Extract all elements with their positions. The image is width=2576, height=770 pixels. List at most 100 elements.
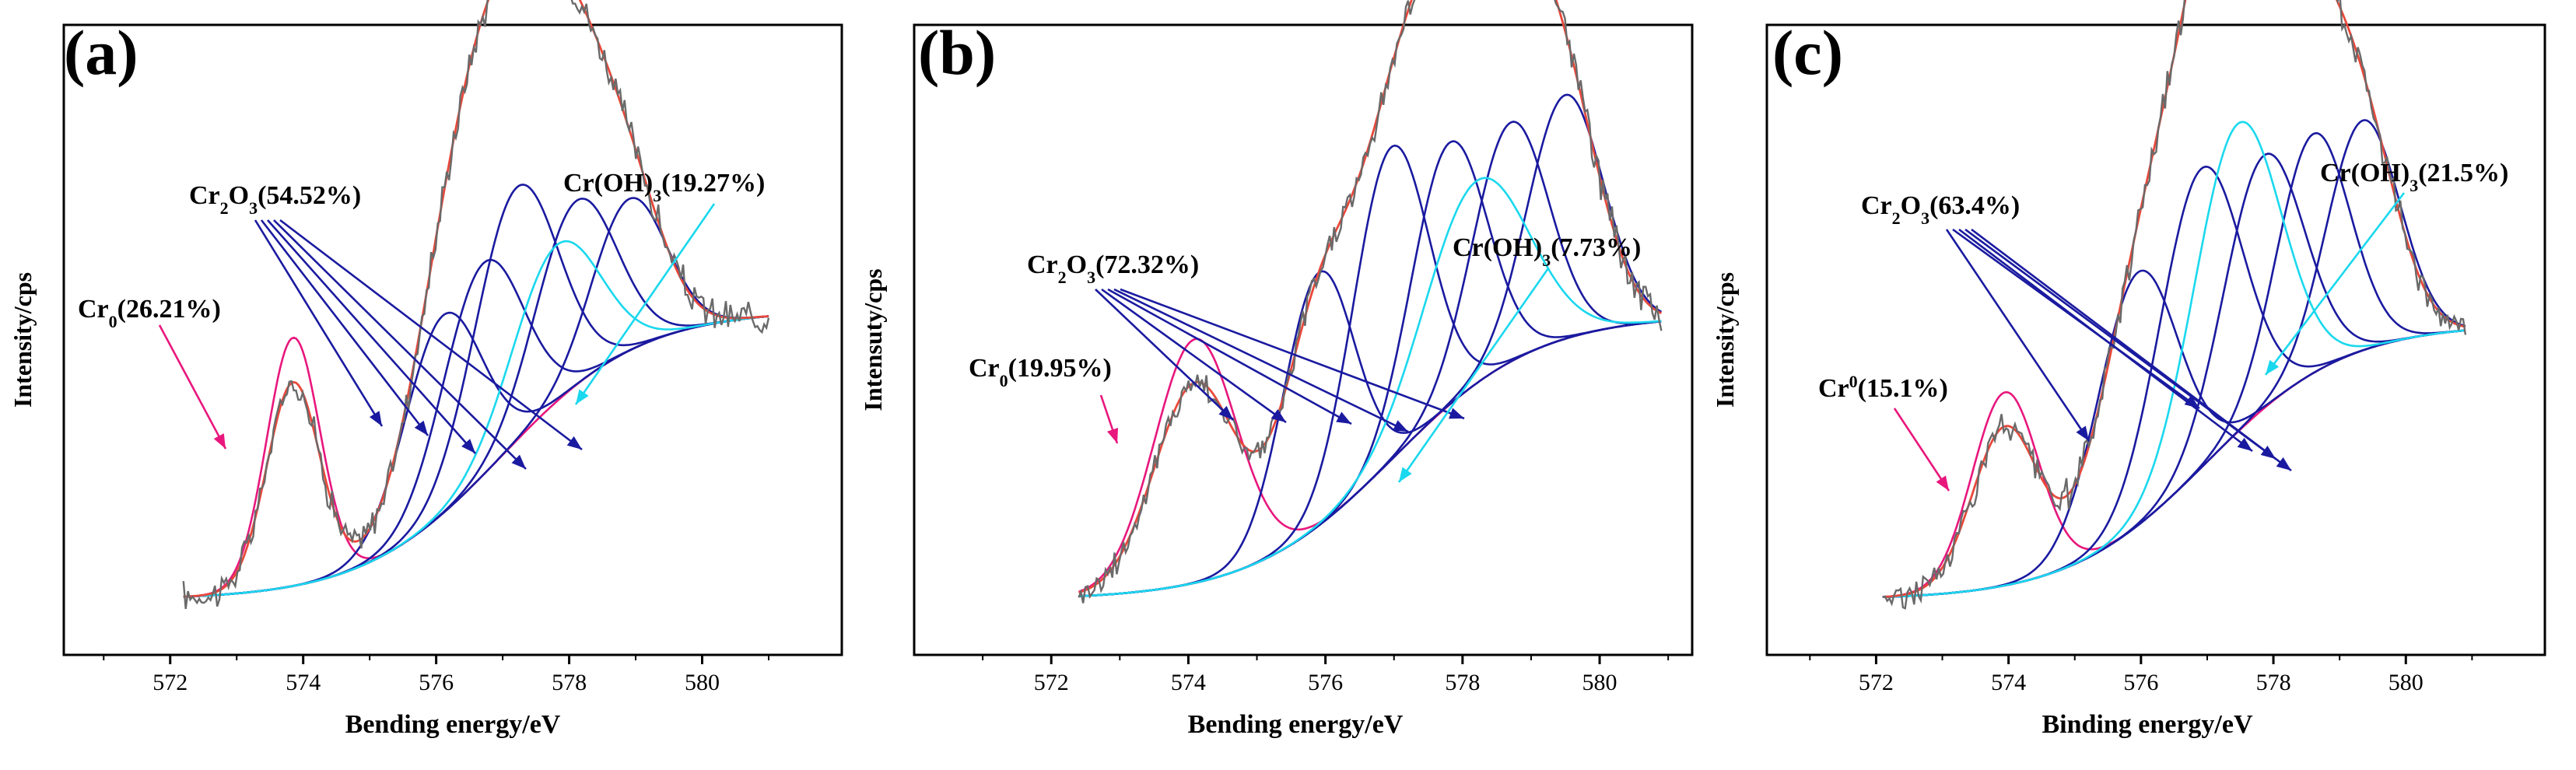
annotation-cr2o3: Cr2O3(72.32%) — [1027, 250, 1199, 287]
component-peak-cr0 — [183, 315, 769, 598]
annotation-cr0-arrow — [158, 324, 227, 450]
annotation-cr0: Cr0(15.1%) — [1818, 372, 1948, 404]
annotation-croh3-part: (19.27%) — [661, 169, 765, 198]
annotation-cr0-part: 0 — [1849, 372, 1858, 391]
y-axis-label: Intensity/cps — [1711, 272, 1739, 408]
annotation-cr2o3-arrow — [1113, 288, 1409, 433]
annotation-cr2o3-part: Cr — [189, 181, 220, 210]
annotation-croh3-arrow-head — [576, 389, 589, 404]
component-peak-cr2o3 — [183, 258, 769, 598]
x-tick-label: 578 — [552, 670, 587, 695]
panel-label: (a) — [64, 17, 138, 88]
x-tick-label: 572 — [152, 670, 188, 695]
annotation-cr2o3-arrow — [254, 219, 384, 427]
component-peak-cr2o3 — [1078, 93, 1663, 597]
annotation-croh3-arrow — [574, 203, 716, 405]
y-axis-label: Intensity/cps — [9, 272, 37, 408]
x-tick-label: 578 — [1445, 670, 1480, 695]
annotation-croh3-part: 3 — [653, 186, 661, 205]
annotation-cr0-part: (15.1%) — [1858, 374, 1948, 403]
annotation-cr0-part: 0 — [1000, 371, 1008, 390]
annotation-cr2o3-arrow-head — [1270, 409, 1286, 422]
annotation-cr0-part: (26.21%) — [117, 295, 221, 324]
annotation-cr2o3-arrow — [1971, 228, 2292, 472]
annotation-cr2o3-arrow-head — [1449, 408, 1464, 419]
annotation-croh3-arrow-head — [2266, 359, 2280, 375]
annotation-cr2o3-arrow-head — [2237, 437, 2252, 451]
annotation-cr2o3-part: (72.32%) — [1095, 250, 1199, 279]
plot-frame — [1765, 23, 2546, 656]
component-peak-croh3 — [1078, 177, 1662, 597]
raw-spectrum — [182, 0, 770, 610]
x-tick-label: 576 — [2123, 670, 2158, 695]
annotation-cr2o3: Cr2O3(63.4%) — [1861, 191, 2020, 228]
x-tick-label: 576 — [419, 670, 454, 695]
annotation-cr2o3-arrow-head — [566, 436, 582, 450]
annotation-cr2o3-arrow — [273, 219, 527, 470]
annotation-croh3: Cr(OH)3(19.27%) — [563, 169, 765, 205]
annotation-cr2o3-arrow — [1107, 288, 1352, 425]
annotation-cr2o3-arrow-head — [461, 439, 475, 453]
annotation-cr2o3-part: Cr — [1861, 191, 1892, 220]
x-axis-label: Bending energy/eV — [1188, 710, 1404, 739]
y-axis-label: Intensuty/cps — [859, 268, 887, 411]
component-peak-croh3 — [183, 240, 769, 598]
component-peak-cr2o3 — [1882, 152, 2466, 598]
plot-frame — [62, 23, 843, 656]
component-peak-cr2o3 — [183, 198, 769, 598]
annotation-cr0-part: Cr — [78, 295, 109, 324]
x-tick-label: 580 — [2388, 670, 2424, 695]
annotation-cr2o3-arrow — [279, 219, 583, 451]
annotation-cr2o3-arrow — [1101, 288, 1287, 424]
annotation-cr2o3-part: 3 — [249, 198, 258, 218]
annotation-cr2o3-part: 2 — [220, 198, 229, 218]
panel-label: (b) — [918, 17, 996, 88]
x-tick-label: 574 — [286, 670, 321, 695]
annotation-cr2o3-part: (54.52%) — [258, 181, 361, 210]
annotation-cr0-part: Cr — [1818, 374, 1849, 403]
annotation-cr0-arrow-head — [1107, 428, 1119, 443]
annotation-croh3-arrow — [2264, 192, 2406, 376]
x-tick-label: 580 — [685, 670, 720, 695]
annotation-cr2o3-part: O — [1901, 191, 1921, 220]
x-axis-label: Bending energy/eV — [345, 710, 561, 739]
annotation-cr0-arrow-head — [1936, 475, 1949, 491]
annotation-cr2o3-arrow — [1095, 289, 1234, 421]
annotation-cr2o3-part: 2 — [1892, 208, 1901, 228]
x-tick-label: 580 — [1582, 670, 1617, 695]
annotation-cr0-part: 0 — [109, 312, 117, 331]
x-axis-label: Binding energy/eV — [2042, 710, 2253, 739]
x-tick-label: 576 — [1308, 670, 1343, 695]
annotation-cr0: Cr0(19.95%) — [969, 354, 1112, 390]
annotation-cr2o3-arrow-head — [2076, 425, 2089, 441]
annotation-croh3-arrow — [1397, 268, 1550, 483]
annotation-croh3-part: 3 — [2410, 176, 2418, 195]
annotation-croh3: Cr(OH)3(7.73%) — [1453, 233, 1641, 270]
x-tick-label: 572 — [1034, 670, 1069, 695]
annotation-cr2o3-part: O — [229, 181, 249, 210]
annotation-cr0-arrow-head — [213, 433, 226, 449]
annotation-cr2o3-arrow-head — [2184, 395, 2199, 408]
annotation-cr2o3-part: Cr — [1027, 250, 1058, 279]
component-peak-cr2o3 — [1078, 144, 1662, 597]
component-peak-cr2o3 — [1882, 269, 2466, 598]
raw-spectrum — [1882, 0, 2467, 610]
component-peak-croh3 — [1882, 121, 2466, 598]
annotation-croh3-part: Cr(OH) — [2320, 159, 2410, 187]
annotation-cr2o3-part: 3 — [1087, 268, 1095, 287]
annotation-cr2o3-arrow — [1958, 228, 2253, 453]
annotation-cr2o3-arrow-head — [1336, 411, 1351, 424]
annotation-cr2o3-arrow-head — [1393, 420, 1408, 432]
envelope-fit — [183, 0, 769, 598]
annotation-croh3-part: (7.73%) — [1551, 233, 1641, 262]
x-tick-label: 572 — [1859, 670, 1894, 695]
annotation-cr2o3-arrow — [267, 219, 476, 454]
annotation-cr2o3-arrow — [1945, 229, 2091, 442]
panel-2: 572 574 576 578 580 Bending energy/eV Intensut… — [859, 0, 1694, 739]
annotation-croh3-part: Cr(OH) — [563, 169, 653, 198]
x-tick-label: 574 — [1171, 670, 1206, 695]
component-peak-cr0 — [1882, 329, 2466, 598]
plot-frame — [913, 23, 1694, 656]
annotation-cr0-part: Cr — [969, 354, 1000, 383]
